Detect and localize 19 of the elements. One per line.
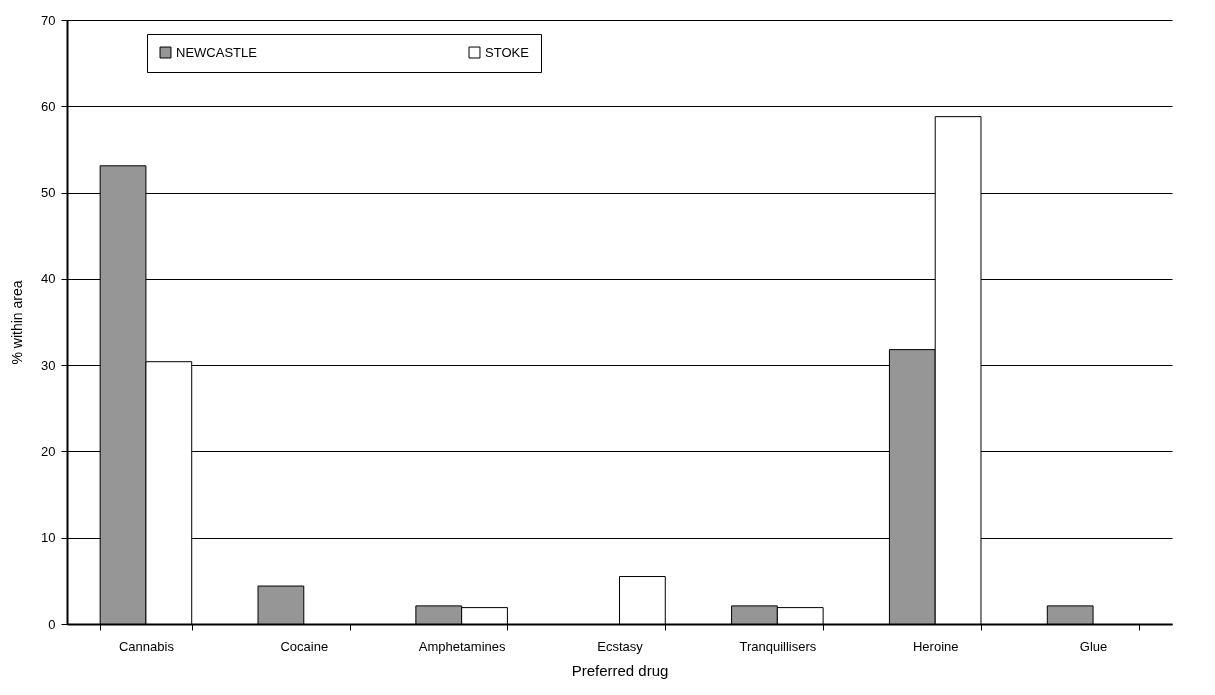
y-tick-label: 20 [41,443,56,459]
x-axis-title: Preferred drug [571,661,669,679]
x-tick-label: Tranquillisers [739,638,817,654]
x-tick-label: Ecstasy [597,638,644,654]
y-tick-label: 10 [41,530,56,546]
y-axis-title: % within area [9,280,26,365]
x-tick-label: Glue [1079,638,1108,654]
y-tick-label: 0 [48,616,56,632]
y-tick-label: 30 [41,357,56,373]
x-tick-label: Cocaine [280,638,329,654]
legend-label: NEWCASTLE [176,44,258,60]
y-tick-label: 40 [41,271,56,287]
y-tick-label: 60 [41,98,56,114]
x-tick-label: Amphetamines [418,638,506,654]
x-tick-label: Cannabis [118,638,175,654]
legend-label: STOKE [485,44,530,60]
x-tick-label: Heroine [912,638,959,654]
y-tick-label: 50 [41,185,56,201]
y-tick-label: 70 [41,12,56,28]
